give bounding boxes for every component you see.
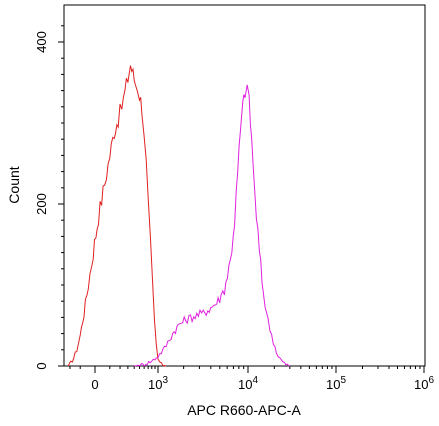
plot-frame — [63, 4, 426, 367]
x-tick-label: 105 — [326, 375, 346, 392]
y-tick-label: 400 — [34, 31, 49, 53]
series-layer — [67, 65, 291, 367]
x-tick-label: 0 — [91, 377, 98, 392]
x-tick-base: 10 — [238, 377, 252, 392]
x-tick-label: 106 — [414, 375, 434, 392]
x-tick-exponent: 6 — [428, 375, 434, 386]
y-axis-title: Count — [6, 166, 22, 203]
histogram-series-1 — [67, 65, 167, 367]
x-tick-exponent: 3 — [162, 375, 168, 386]
x-tick-base: 10 — [148, 377, 162, 392]
histogram-series-2 — [134, 84, 291, 367]
x-tick-base: 10 — [326, 377, 340, 392]
y-tick-label: 200 — [34, 193, 49, 215]
x-tick-base: 10 — [414, 377, 428, 392]
x-axis-ticks: 0 103 104 105 106 — [69, 366, 434, 392]
x-tick-exponent: 4 — [252, 375, 258, 386]
x-tick-exponent: 5 — [340, 375, 346, 386]
x-axis-title: APC R660-APC-A — [187, 402, 301, 418]
x-tick-label: 103 — [148, 375, 168, 392]
x-tick-base: 0 — [91, 377, 98, 392]
x-tick-label: 104 — [238, 375, 258, 392]
y-axis-ticks: 0 200 400 — [34, 25, 64, 370]
y-tick-label: 0 — [34, 362, 49, 369]
